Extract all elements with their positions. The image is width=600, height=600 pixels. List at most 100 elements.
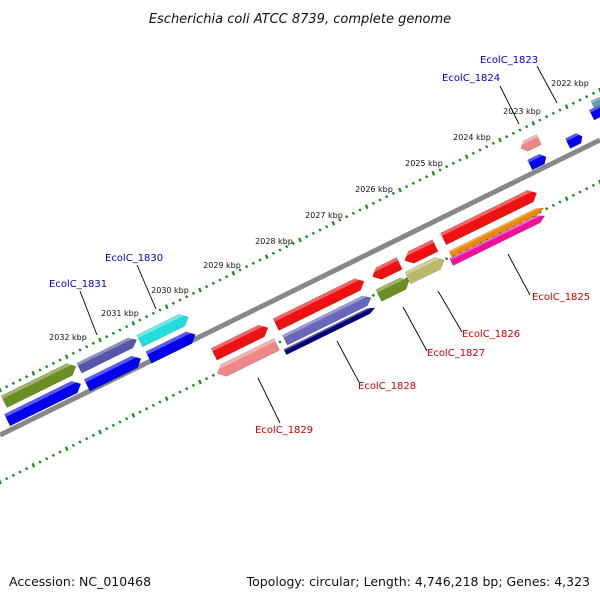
tick-mark <box>31 462 36 468</box>
tick-mark <box>558 200 562 204</box>
tick-mark <box>85 436 89 441</box>
tick-label: 2027 kbp <box>305 211 343 220</box>
tick-mark <box>438 168 442 172</box>
tick-mark <box>91 433 95 438</box>
gene-feature-shine <box>211 324 267 352</box>
gene-feature-body <box>0 363 77 408</box>
gene-feature-body <box>216 338 280 377</box>
tick-mark <box>64 446 69 452</box>
gene-feature-shine <box>215 338 276 371</box>
tick-labels: 2022 kbp 2023 kbp 2024 kbp 2025 kbp 2026 kbp… <box>49 79 589 342</box>
tick-mark <box>318 228 322 232</box>
gene-feature-body <box>136 314 189 348</box>
tick-mark <box>78 440 82 444</box>
gene-label: EcolC_1828 <box>358 381 416 392</box>
tick-mark <box>251 261 255 266</box>
leader-line <box>507 253 531 296</box>
tick-mark <box>591 91 595 96</box>
tick-mark <box>171 393 175 398</box>
gene-feature-body <box>527 153 547 171</box>
gene-feature-shine <box>403 239 434 258</box>
tick-mark <box>564 104 569 110</box>
tick-mark <box>591 183 595 188</box>
tick-mark <box>531 120 536 126</box>
tick-mark <box>505 134 509 139</box>
gene-feature-arrow <box>83 355 142 392</box>
gene-feature-body <box>145 331 196 364</box>
tick-mark <box>598 87 600 93</box>
leader-line <box>402 306 428 352</box>
genome-summary-text: Topology: circular; Length: 4,746,218 bp… <box>246 574 590 589</box>
tick-mark <box>351 211 355 216</box>
gene-feature-arrow <box>3 380 82 427</box>
tick-mark <box>511 131 515 136</box>
tick-mark <box>278 340 282 344</box>
gene-feature-shine <box>136 314 187 339</box>
gene-feature-body <box>372 257 403 280</box>
tick-mark <box>545 206 549 211</box>
tick-mark <box>38 460 42 464</box>
tick-label: 2029 kbp <box>203 261 241 270</box>
tick-mark <box>105 334 109 339</box>
gene-label: EcolC_1824 <box>442 73 500 84</box>
gene-feature-arrow <box>403 239 439 264</box>
tick-mark <box>564 196 569 202</box>
tick-mark <box>111 331 115 336</box>
tick-mark <box>38 368 42 372</box>
tick-mark <box>118 420 122 424</box>
tick-mark <box>578 190 582 194</box>
gene-feature-arrow <box>404 257 445 285</box>
tick-mark <box>64 354 69 360</box>
gene-feature-shine <box>76 337 136 366</box>
tick-mark <box>498 137 502 143</box>
tick-mark <box>71 443 75 448</box>
tick-label: 2030 kbp <box>151 286 189 295</box>
tick-mark <box>164 396 169 402</box>
tick-mark <box>71 351 75 356</box>
tick-mark <box>51 453 55 458</box>
tick-mark <box>551 203 555 208</box>
tick-mark <box>451 161 455 166</box>
gene-label: EcolC_1825 <box>532 292 590 303</box>
tick-mark <box>205 376 209 381</box>
gene-feature-body <box>448 207 545 258</box>
gene-feature-arrow <box>76 337 138 374</box>
tick-mark <box>585 94 589 99</box>
gene-feature-arrow <box>282 295 372 346</box>
tick-mark <box>411 181 415 186</box>
tick-mark <box>118 328 122 332</box>
gene-feature-body <box>449 215 546 266</box>
tick-mark <box>91 341 95 346</box>
gene-feature-body <box>283 307 376 356</box>
tick-mark <box>178 390 182 394</box>
gene-label: EcolC_1823 <box>480 55 538 66</box>
leader-line <box>536 65 558 104</box>
tick-mark <box>191 383 195 388</box>
gene-feature-arrow <box>0 363 77 408</box>
tick-mark <box>45 456 49 461</box>
gene-feature-arrow <box>371 257 403 280</box>
tick-mark <box>98 337 102 343</box>
tick-mark <box>131 412 136 418</box>
gene-feature-arrow <box>272 278 365 331</box>
gene-feature-body <box>564 132 583 149</box>
gene-feature-shine <box>449 214 544 261</box>
tick-mark <box>178 298 182 302</box>
tick-mark <box>125 324 129 329</box>
tick-mark <box>578 98 582 102</box>
tick-mark <box>145 406 149 411</box>
gene-feature-body <box>404 257 445 285</box>
tick-mark <box>125 416 129 421</box>
tick-mark <box>151 311 155 316</box>
gene-feature-arrow <box>375 277 410 302</box>
gene-feature-arrow <box>215 338 280 377</box>
tick-label: 2032 kbp <box>49 333 87 342</box>
tick-mark <box>464 154 469 160</box>
tick-mark <box>485 144 489 149</box>
accession-text: Accession: NC_010468 <box>9 574 151 589</box>
gene-feature-arrow <box>448 206 545 258</box>
tick-mark <box>18 378 22 382</box>
gene-label: EcolC_1829 <box>255 425 313 436</box>
gene-feature-body <box>210 324 269 361</box>
tick-mark <box>418 178 422 182</box>
